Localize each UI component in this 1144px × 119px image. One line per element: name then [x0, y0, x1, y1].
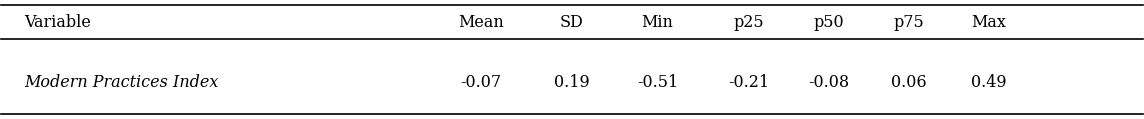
- Text: -0.08: -0.08: [808, 74, 849, 91]
- Text: Variable: Variable: [24, 14, 92, 31]
- Text: -0.21: -0.21: [729, 74, 770, 91]
- Text: Min: Min: [642, 14, 674, 31]
- Text: SD: SD: [561, 14, 583, 31]
- Text: Modern Practices Index: Modern Practices Index: [24, 74, 219, 91]
- Text: 0.49: 0.49: [971, 74, 1007, 91]
- Text: 0.06: 0.06: [891, 74, 927, 91]
- Text: -0.07: -0.07: [460, 74, 501, 91]
- Text: p75: p75: [893, 14, 924, 31]
- Text: p25: p25: [733, 14, 764, 31]
- Text: p50: p50: [813, 14, 844, 31]
- Text: Mean: Mean: [458, 14, 503, 31]
- Text: 0.19: 0.19: [554, 74, 590, 91]
- Text: Max: Max: [971, 14, 1006, 31]
- Text: -0.51: -0.51: [637, 74, 678, 91]
